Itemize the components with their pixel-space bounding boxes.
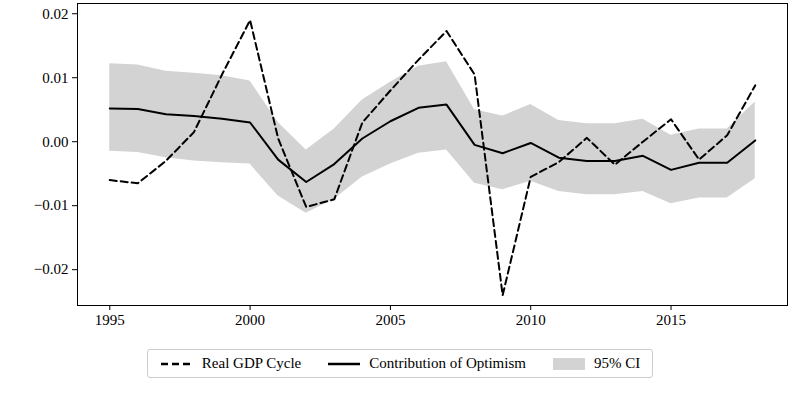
html-text:Contribution of Optimism: Contribution of Optimism	[369, 355, 526, 371]
svg-text:0.02: 0.02	[42, 6, 68, 22]
svg-text:2005: 2005	[375, 312, 405, 328]
svg-text:−0.01: −0.01	[34, 197, 69, 213]
svg-text:2010: 2010	[516, 312, 546, 328]
svg-text:2000: 2000	[235, 312, 265, 328]
svg-text:2015: 2015	[656, 312, 686, 328]
html-text:Real GDP Cycle: Real GDP Cycle	[201, 355, 302, 371]
svg-text:−0.02: −0.02	[34, 261, 69, 277]
svg-text:1995: 1995	[95, 312, 125, 328]
html-text:95% CI: 95% CI	[593, 355, 641, 371]
svg-text:0.01: 0.01	[42, 70, 68, 86]
svg-text:0.00: 0.00	[42, 134, 68, 150]
